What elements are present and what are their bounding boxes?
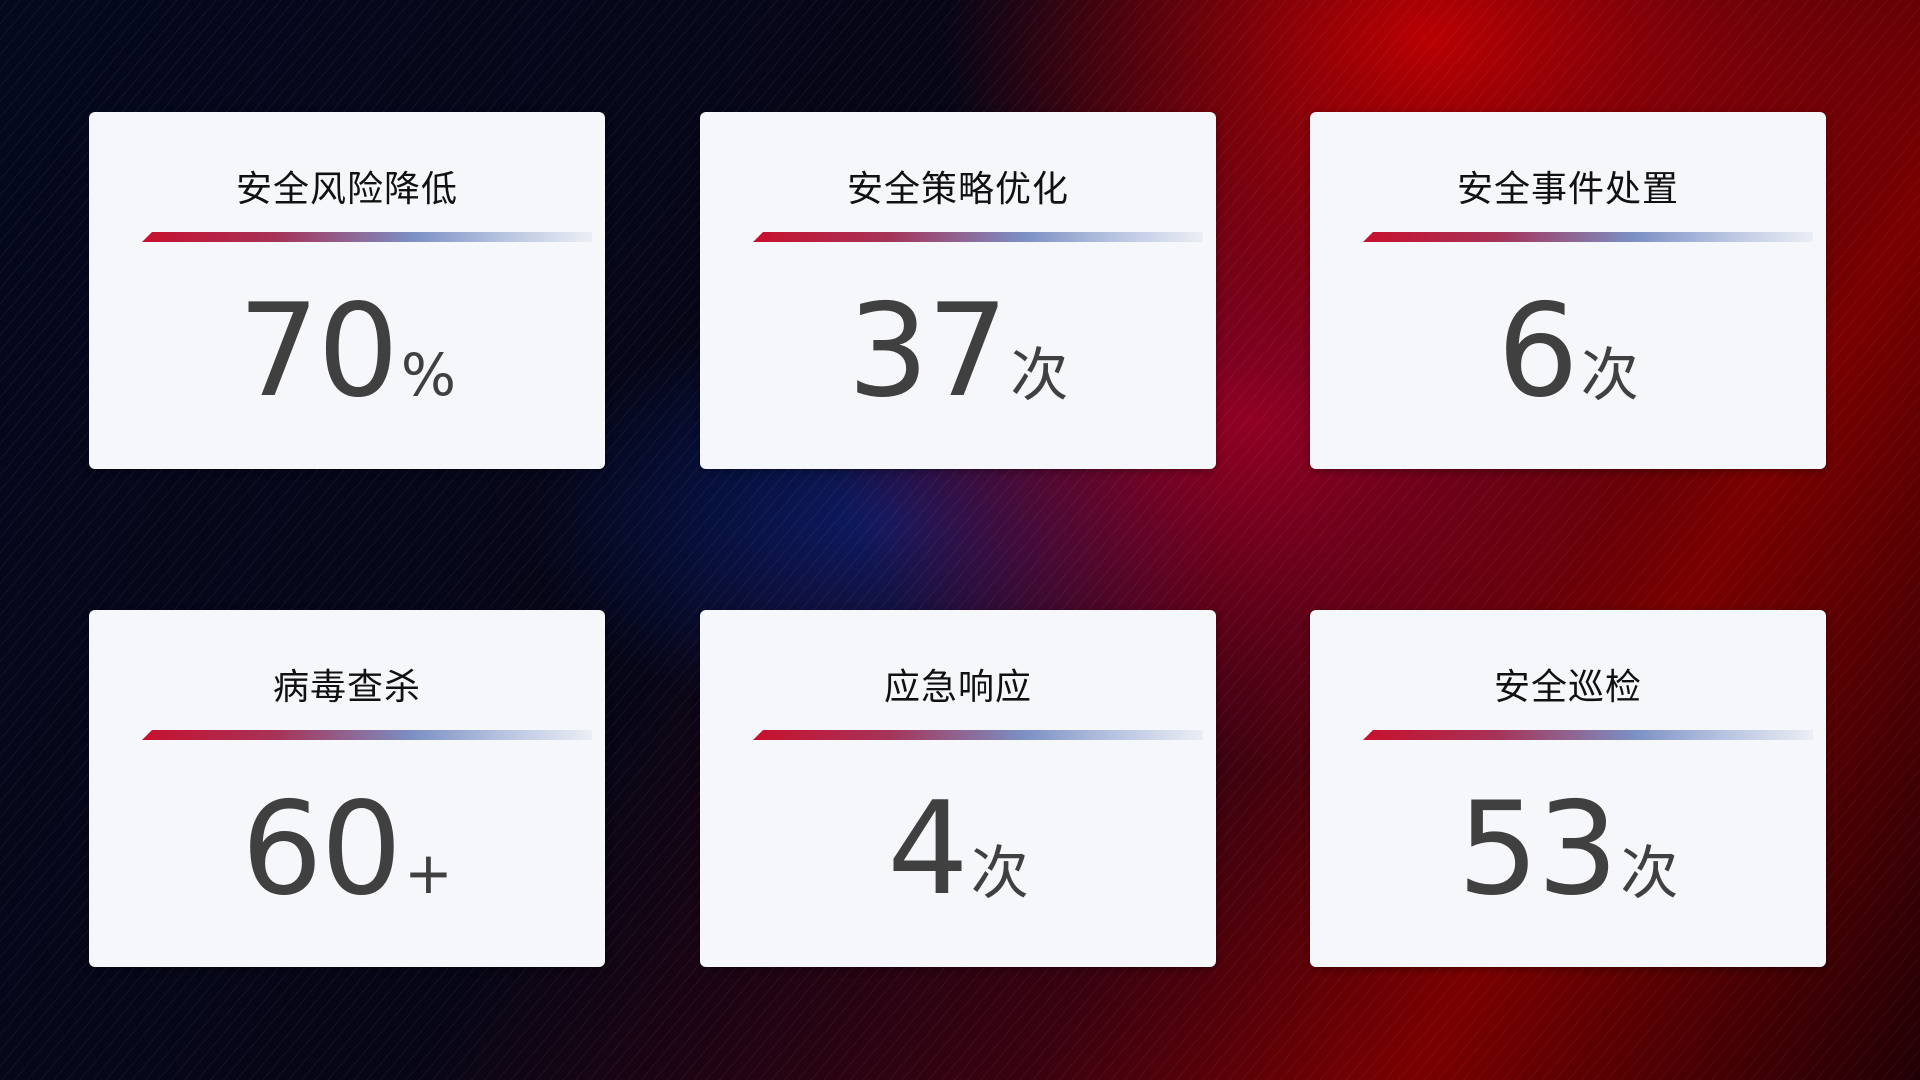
gradient-divider xyxy=(142,232,592,242)
value-unit: + xyxy=(404,839,453,907)
card-title: 病毒查杀 xyxy=(272,667,421,708)
card-value: 37次 xyxy=(700,277,1216,426)
card-title: 安全巡检 xyxy=(1493,667,1642,708)
value-number: 70 xyxy=(238,277,399,426)
card-value: 6次 xyxy=(1310,277,1826,426)
gradient-divider xyxy=(1363,730,1813,740)
value-number: 37 xyxy=(847,277,1009,426)
stat-card-risk-reduction: 安全风险降低 70% xyxy=(89,112,605,469)
value-unit: 次 xyxy=(1580,341,1639,409)
value-number: 60 xyxy=(241,775,402,924)
card-value: 60+ xyxy=(89,775,605,924)
card-value: 4次 xyxy=(700,775,1216,924)
stat-card-virus-removal: 病毒查杀 60+ xyxy=(89,610,605,967)
card-title: 安全事件处置 xyxy=(1456,169,1679,210)
gradient-divider xyxy=(142,730,592,740)
card-value: 53次 xyxy=(1310,775,1826,924)
value-number: 4 xyxy=(887,775,968,924)
value-number: 6 xyxy=(1497,277,1578,426)
gradient-divider xyxy=(753,730,1203,740)
stat-card-policy-optimization: 安全策略优化 37次 xyxy=(700,112,1216,469)
gradient-divider xyxy=(1363,232,1813,242)
value-unit: % xyxy=(400,341,456,409)
value-unit: 次 xyxy=(1620,839,1679,907)
value-unit: 次 xyxy=(1010,341,1069,409)
gradient-divider xyxy=(753,232,1203,242)
card-title: 安全风险降低 xyxy=(235,169,458,210)
card-title: 安全策略优化 xyxy=(846,169,1069,210)
value-unit: 次 xyxy=(970,839,1029,907)
stat-card-incident-handling: 安全事件处置 6次 xyxy=(1310,112,1826,469)
card-title: 应急响应 xyxy=(883,667,1032,708)
card-value: 70% xyxy=(89,277,605,426)
value-number: 53 xyxy=(1457,775,1619,924)
stat-card-emergency-response: 应急响应 4次 xyxy=(700,610,1216,967)
stat-card-security-patrol: 安全巡检 53次 xyxy=(1310,610,1826,967)
